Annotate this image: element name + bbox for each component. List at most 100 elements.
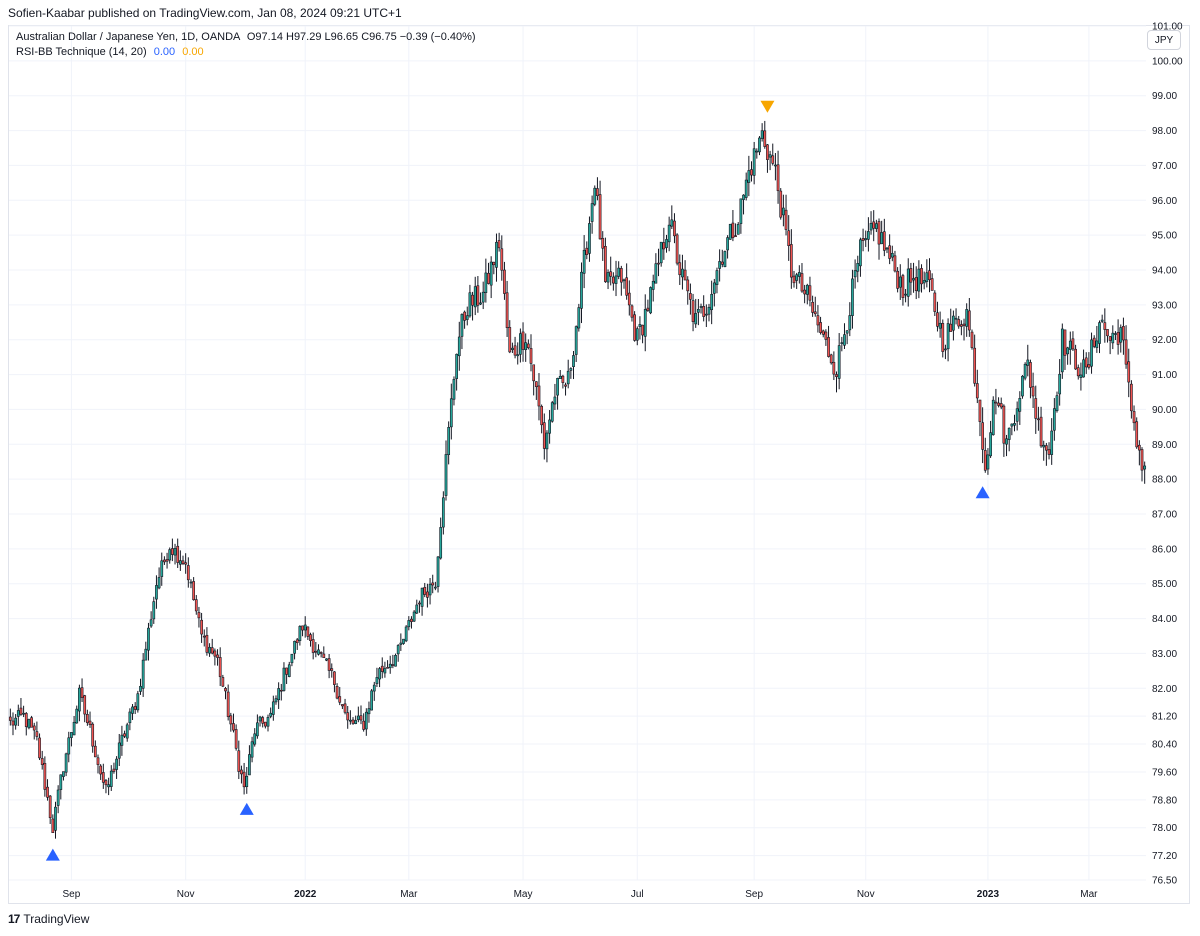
- candle-body: [622, 279, 626, 282]
- candle-body: [35, 731, 39, 737]
- candle-body: [516, 354, 520, 357]
- candle-body: [827, 337, 830, 357]
- candle-body: [558, 375, 562, 379]
- candle-body: [885, 247, 889, 250]
- candle-body: [497, 240, 501, 249]
- candle-body: [56, 789, 60, 806]
- candle-body: [813, 311, 817, 315]
- candle-body: [301, 625, 304, 631]
- candle-body: [434, 586, 437, 589]
- candle-body: [19, 707, 23, 715]
- candle-body: [186, 565, 190, 581]
- candle-body: [338, 696, 342, 703]
- candle-body: [981, 422, 984, 450]
- y-tick-label: 91.00: [1152, 370, 1177, 381]
- candle-body: [202, 635, 206, 638]
- x-tick-label: Jul: [631, 889, 644, 900]
- candle-body: [282, 667, 286, 691]
- y-tick-label: 88.00: [1152, 475, 1177, 486]
- candle-body: [1034, 398, 1038, 419]
- y-tick-label: 94.00: [1152, 266, 1177, 277]
- candle-body: [853, 270, 857, 278]
- candle-body: [495, 241, 498, 268]
- candle-body: [768, 154, 772, 158]
- candle-body: [375, 677, 379, 684]
- candle-body: [428, 583, 432, 596]
- y-tick-label: 87.00: [1152, 510, 1177, 521]
- candle-body: [426, 591, 429, 598]
- candle-body: [619, 268, 623, 283]
- candle-body: [96, 757, 100, 765]
- candle-body: [774, 164, 777, 167]
- candle-body: [877, 221, 881, 245]
- candle-body: [638, 324, 642, 327]
- candle-body: [131, 706, 134, 714]
- candle-body: [226, 691, 230, 717]
- candle-body: [67, 737, 71, 755]
- candle-body: [699, 306, 703, 308]
- chart-grid: [9, 25, 1146, 881]
- candle-body: [734, 235, 737, 237]
- candle-body: [673, 220, 676, 237]
- candle-body: [412, 611, 416, 622]
- candle-body: [410, 618, 413, 622]
- candle-body: [739, 198, 743, 224]
- candle-body: [325, 658, 328, 661]
- candle-body: [569, 368, 573, 371]
- x-tick-label: Mar: [400, 889, 418, 900]
- candle-body: [524, 342, 528, 351]
- candle-body: [117, 742, 121, 759]
- candle-body: [588, 223, 591, 254]
- candle-body: [460, 314, 464, 337]
- x-tick-label: May: [514, 889, 533, 900]
- candle-body: [890, 252, 894, 258]
- x-tick-label: Mar: [1080, 889, 1098, 900]
- candle-body: [356, 715, 360, 720]
- candle-body: [742, 194, 745, 200]
- candle-body: [229, 715, 233, 725]
- candle-body: [256, 722, 259, 737]
- candle-body: [152, 601, 156, 620]
- candle-body: [306, 626, 310, 637]
- candle-body: [1119, 327, 1123, 343]
- candle-body: [362, 720, 366, 730]
- candle-body: [333, 671, 336, 685]
- candle-body: [1076, 367, 1080, 377]
- candle-body: [752, 148, 756, 176]
- candle-body: [633, 314, 636, 341]
- y-tick-label: 101.00: [1152, 22, 1183, 33]
- candle-body: [646, 307, 650, 311]
- candle-body: [370, 690, 373, 711]
- candle-body: [178, 560, 182, 565]
- candle-body: [250, 741, 254, 758]
- candle-body: [176, 545, 180, 563]
- candle-body: [867, 231, 870, 240]
- candle-body: [1087, 364, 1091, 368]
- candle-body: [394, 655, 397, 667]
- symbol-name: Australian Dollar / Japanese Yen, 1D, OA…: [16, 31, 240, 43]
- tradingview-logo-icon: 17: [8, 912, 20, 926]
- candle-body: [216, 654, 219, 658]
- candle-body: [468, 292, 472, 317]
- candle-body: [505, 292, 509, 328]
- candle-body: [856, 263, 860, 272]
- candle-body: [999, 403, 1003, 408]
- candle-body: [388, 663, 392, 669]
- candle-body: [1015, 408, 1019, 422]
- y-tick-label: 82.00: [1152, 684, 1177, 695]
- candle-body: [62, 771, 65, 777]
- candle-body: [24, 713, 28, 727]
- candle-body: [670, 219, 674, 227]
- y-tick-label: 90.00: [1152, 405, 1177, 416]
- candle-body: [550, 402, 554, 422]
- candle-body: [32, 725, 36, 731]
- candle-body: [1140, 449, 1144, 471]
- candle-body: [542, 422, 546, 449]
- candle-body: [48, 795, 52, 819]
- candle-body: [481, 291, 485, 303]
- x-tick-label: Sep: [63, 889, 81, 900]
- candle-body: [101, 772, 105, 783]
- candle-body: [319, 652, 323, 654]
- currency-button[interactable]: JPY: [1147, 30, 1181, 50]
